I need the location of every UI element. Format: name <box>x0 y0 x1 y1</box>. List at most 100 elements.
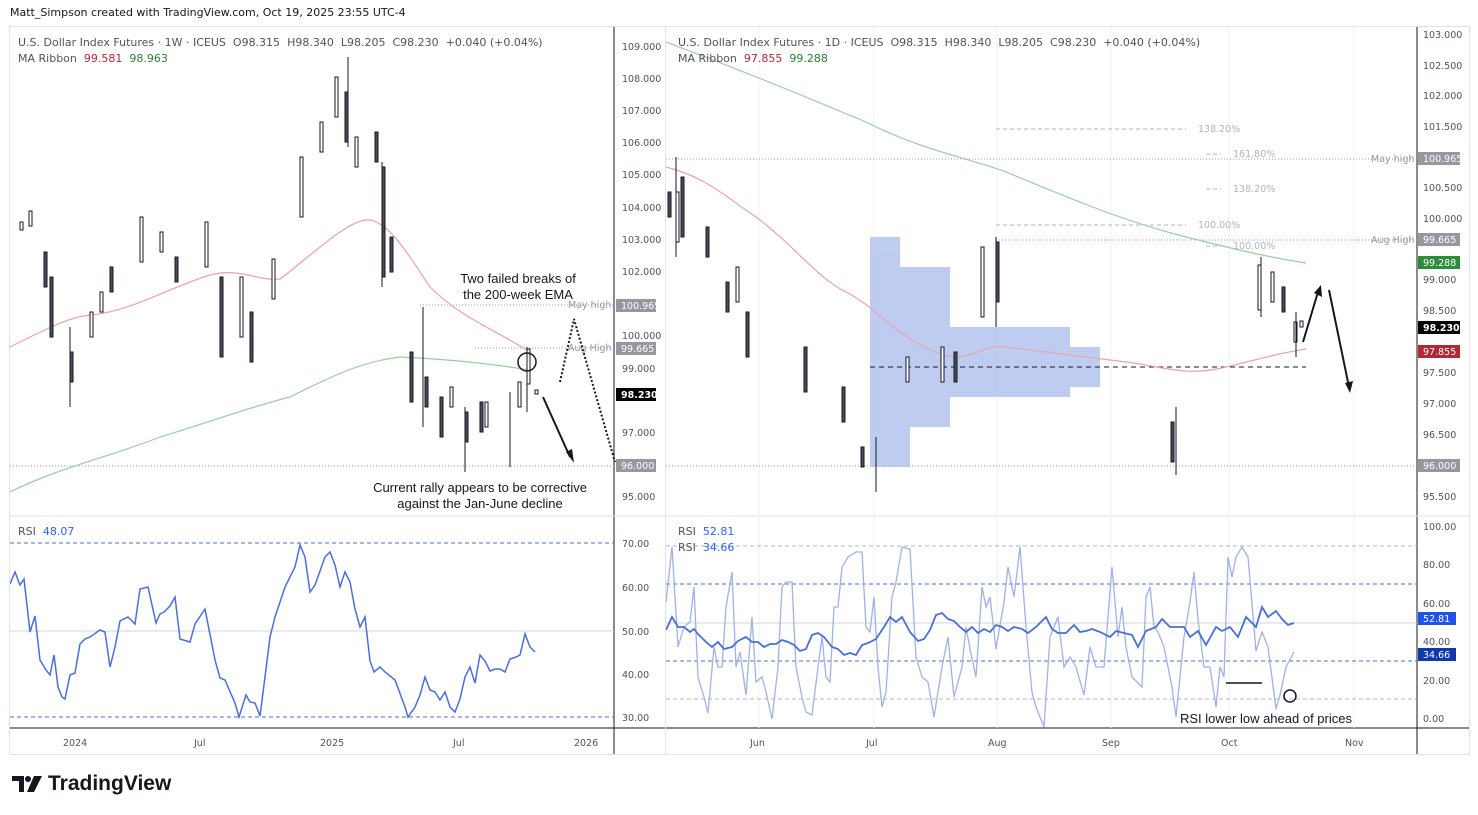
svg-text:Aug: Aug <box>988 738 1007 749</box>
may-high-label: May high <box>1371 154 1414 165</box>
weekly-rsi-legend: RSI 48.07 <box>18 525 75 538</box>
svg-text:Nov: Nov <box>1345 738 1364 749</box>
svg-text:100.500: 100.500 <box>1423 183 1462 194</box>
rsi-low-circle <box>1283 689 1297 703</box>
svg-text:30.00: 30.00 <box>622 713 649 724</box>
svg-text:20.00: 20.00 <box>1423 676 1450 687</box>
svg-text:96.500: 96.500 <box>1423 430 1456 441</box>
svg-text:101.500: 101.500 <box>1423 122 1462 133</box>
svg-text:138.20%: 138.20% <box>1198 124 1240 135</box>
daily-price-tags: 100.965 99.665 99.288 98.230 97.855 96.0… <box>1418 152 1462 472</box>
svg-text:100.00%: 100.00% <box>1198 220 1240 231</box>
annotation-corrective-rally: Current rally appears to be corrective a… <box>373 480 587 511</box>
svg-text:100.965: 100.965 <box>1423 154 1462 165</box>
svg-text:98.500: 98.500 <box>1423 306 1456 317</box>
aug-high-label: Aug High <box>1371 235 1414 246</box>
svg-text:40.00: 40.00 <box>622 670 649 681</box>
svg-text:60.00: 60.00 <box>622 583 649 594</box>
svg-text:103.000: 103.000 <box>622 235 661 246</box>
svg-text:60.00: 60.00 <box>1423 599 1450 610</box>
svg-text:0.00: 0.00 <box>1423 714 1444 725</box>
svg-text:52.81: 52.81 <box>1423 614 1450 625</box>
highlight-circle <box>517 352 537 372</box>
weekly-candles <box>19 57 539 472</box>
svg-text:Jul: Jul <box>865 738 877 749</box>
fib-labels: 138.20% 161.80% 138.20% 100.00% 100.00% <box>1198 124 1275 252</box>
svg-text:70.00: 70.00 <box>622 539 649 550</box>
svg-text:107.000: 107.000 <box>622 106 661 117</box>
svg-text:100.000: 100.000 <box>1423 214 1462 225</box>
svg-text:Sep: Sep <box>1102 738 1120 749</box>
svg-text:102.000: 102.000 <box>622 267 661 278</box>
svg-text:102.000: 102.000 <box>1423 91 1462 102</box>
svg-text:103.000: 103.000 <box>1423 30 1462 41</box>
annotation-failed-breaks: Two failed breaks of the 200-week EMA <box>460 271 576 302</box>
weekly-rsi-line <box>10 542 536 720</box>
svg-text:99.288: 99.288 <box>1423 258 1456 269</box>
svg-text:105.000: 105.000 <box>622 170 661 181</box>
svg-text:97.855: 97.855 <box>1423 347 1456 358</box>
daily-time-axis: Jun Jul Aug Sep Oct Nov <box>749 738 1364 749</box>
svg-text:95.000: 95.000 <box>622 492 655 503</box>
weekly-ma-legend: MA Ribbon 99.581 98.963 <box>18 52 168 65</box>
svg-text:100.00%: 100.00% <box>1233 241 1275 252</box>
svg-text:108.000: 108.000 <box>622 74 661 85</box>
may-high-label: May high <box>568 300 611 311</box>
svg-text:40.00: 40.00 <box>1423 637 1450 648</box>
weekly-chart-canvas[interactable]: May high Aug High <box>10 27 667 754</box>
daily-rsi-slow-line <box>666 604 1295 657</box>
attribution: Matt_Simpson created with TradingView.co… <box>10 6 406 19</box>
daily-ma-legend: MA Ribbon 97.855 99.288 <box>678 52 828 65</box>
dotted-path-arrow <box>559 318 616 463</box>
brand-name: TradingView <box>48 772 172 795</box>
annotation-rsi-lower-low: RSI lower low ahead of prices <box>1180 711 1352 726</box>
weekly-time-axis: 2024 Jul 2025 Jul 2026 <box>63 738 598 749</box>
daily-rsi-fast-line <box>666 545 1295 728</box>
weekly-rsi-axis: 70.00 60.00 50.00 40.00 30.00 <box>622 539 649 724</box>
weekly-price-tags: 100.965 99.665 98.230 96.000 <box>616 299 660 472</box>
svg-text:Jul: Jul <box>452 738 464 749</box>
chart-panel-weekly[interactable]: May high Aug High <box>9 26 668 755</box>
svg-text:96.000: 96.000 <box>1423 461 1456 472</box>
svg-text:102.500: 102.500 <box>1423 61 1462 72</box>
svg-text:Jul: Jul <box>193 738 205 749</box>
tradingview-logo[interactable]: TradingView <box>12 772 171 796</box>
svg-text:50.00: 50.00 <box>622 627 649 638</box>
svg-text:2026: 2026 <box>574 738 598 749</box>
daily-rsi-legend-1: RSI 52.81 <box>678 525 735 538</box>
svg-text:104.000: 104.000 <box>622 203 661 214</box>
svg-text:80.00: 80.00 <box>1423 560 1450 571</box>
svg-text:109.000: 109.000 <box>622 42 661 53</box>
svg-text:96.000: 96.000 <box>621 461 654 472</box>
daily-rsi-tags: 52.81 34.66 <box>1418 612 1456 661</box>
svg-text:98.230: 98.230 <box>1423 323 1460 334</box>
chart-panel-daily[interactable]: May high Aug High 138.20% 161.80% 138.20… <box>665 26 1470 755</box>
svg-text:100.000: 100.000 <box>622 331 661 342</box>
svg-text:95.500: 95.500 <box>1423 492 1456 503</box>
svg-text:100.00: 100.00 <box>1423 522 1456 533</box>
daily-price-axis: 103.000 102.500 102.000 101.500 100.500 … <box>1423 30 1462 503</box>
weekly-symbol-legend: U.S. Dollar Index Futures · 1W · ICEUS O… <box>18 36 543 49</box>
volume-profile <box>870 237 1100 467</box>
svg-text:98.230: 98.230 <box>621 390 658 401</box>
daily-symbol-legend: U.S. Dollar Index Futures · 1D · ICEUS O… <box>678 36 1201 49</box>
svg-text:97.500: 97.500 <box>1423 368 1456 379</box>
svg-text:99.665: 99.665 <box>1423 235 1456 246</box>
svg-text:Oct: Oct <box>1221 738 1238 749</box>
svg-text:100.965: 100.965 <box>621 301 660 312</box>
daily-chart-canvas[interactable]: May high Aug High 138.20% 161.80% 138.20… <box>666 27 1469 754</box>
tradingview-logo-icon <box>12 776 42 792</box>
svg-text:34.66: 34.66 <box>1423 650 1450 661</box>
svg-text:97.000: 97.000 <box>1423 399 1456 410</box>
svg-text:138.20%: 138.20% <box>1233 184 1275 195</box>
svg-text:99.000: 99.000 <box>1423 275 1456 286</box>
svg-text:99.665: 99.665 <box>621 344 654 355</box>
svg-text:Jun: Jun <box>749 738 765 749</box>
svg-text:161.80%: 161.80% <box>1233 149 1275 160</box>
daily-rsi-legend-2: RSI 34.66 <box>678 541 735 554</box>
daily-candles <box>667 157 1304 492</box>
daily-rsi-axis: 100.00 80.00 60.00 40.00 20.00 0.00 <box>1423 522 1456 725</box>
svg-text:2024: 2024 <box>63 738 87 749</box>
svg-text:99.000: 99.000 <box>622 364 655 375</box>
aug-high-label: Aug High <box>568 343 611 354</box>
